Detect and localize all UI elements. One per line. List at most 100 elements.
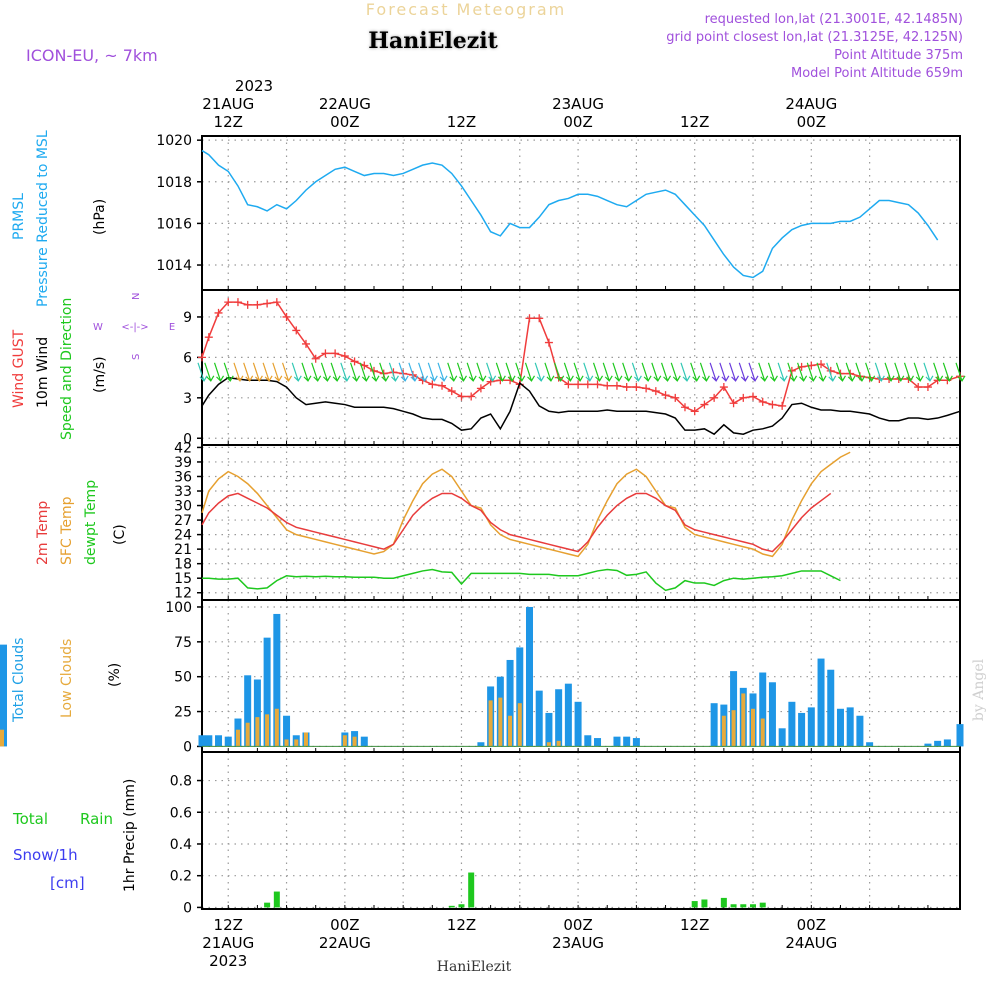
wind-arrow	[894, 362, 905, 382]
bar	[545, 712, 553, 747]
bar	[574, 701, 582, 747]
wind-arrow	[505, 362, 516, 382]
bar	[342, 735, 347, 747]
gust-marker	[739, 393, 748, 402]
wind-arrow	[787, 362, 798, 382]
bar	[245, 722, 250, 747]
y-tick-label: 15	[174, 571, 192, 587]
y-tick-label: 25	[174, 705, 192, 721]
bar	[198, 735, 206, 747]
y-tick-label: 12	[174, 586, 192, 602]
bar	[632, 738, 640, 747]
y-tick-label: 3	[183, 391, 192, 407]
wind-arrow	[359, 362, 370, 382]
wind-arrow	[690, 362, 701, 382]
precip-labels: Total Rain Snow/1h [cm] 1hr Precip (mm)	[12, 779, 138, 892]
snow-label: Snow/1h	[13, 846, 78, 864]
wind-arrow	[777, 362, 788, 382]
bar	[730, 671, 738, 747]
wind-arrow	[350, 362, 361, 382]
wind-arrow	[835, 362, 846, 382]
y-tick-label: 21	[174, 542, 192, 558]
wind-arrow	[738, 362, 749, 382]
y-tick-label: 50	[174, 670, 192, 686]
y-tick-label: 0	[183, 739, 192, 755]
wind-arrow	[933, 362, 944, 382]
wind-arrow	[369, 362, 380, 382]
bottom-hour-label: 00Z	[797, 916, 826, 934]
gust-marker	[622, 383, 631, 392]
gust-marker	[642, 384, 651, 393]
bar	[943, 739, 951, 747]
wind-arrow	[544, 362, 555, 382]
location-title: HaniElezit	[368, 28, 498, 54]
wind-arrow	[573, 362, 584, 382]
bar	[759, 672, 767, 747]
gust-marker	[301, 339, 310, 348]
bar	[555, 689, 563, 747]
gust-marker	[321, 349, 330, 358]
top-day-label: 24AUG	[785, 95, 837, 113]
bottom-hour-label: 00Z	[330, 916, 359, 934]
wind-arrow	[748, 362, 759, 382]
bar	[0, 644, 7, 747]
panel-frame	[201, 751, 961, 910]
y-tick-label: 36	[174, 469, 192, 485]
wind-arrow	[291, 362, 302, 382]
wind-arrow	[330, 362, 341, 382]
gust-marker	[671, 393, 680, 402]
bar	[846, 707, 854, 747]
panel-frame	[201, 135, 961, 291]
series-line	[201, 492, 832, 553]
bar	[516, 647, 524, 747]
bar	[274, 708, 279, 747]
gust-marker	[817, 360, 826, 369]
bar	[594, 738, 602, 747]
bar	[827, 669, 835, 747]
bar	[956, 724, 964, 747]
gust-marker	[700, 400, 709, 409]
y-tick-label: 1018	[156, 175, 192, 191]
bar	[265, 714, 270, 747]
gust-marker	[632, 383, 641, 392]
gust-marker	[476, 384, 485, 393]
bar	[817, 658, 825, 747]
hpa-label: (hPa)	[92, 199, 108, 235]
wind-arrow	[223, 362, 234, 382]
bar	[273, 613, 281, 747]
wind-arrow	[476, 362, 487, 382]
y-tick-label: 9	[183, 310, 192, 326]
bar	[235, 729, 240, 747]
bar	[215, 735, 223, 747]
wind-arrow	[758, 362, 769, 382]
series-line	[201, 451, 851, 558]
bar	[303, 732, 308, 747]
wind-arrow	[281, 362, 293, 382]
panel-0: 1014 1016 1018 1020	[156, 133, 961, 291]
wind-arrow	[233, 362, 244, 382]
wind-arrow	[243, 362, 254, 382]
gust-marker	[710, 393, 719, 402]
top-year-label: 2023	[235, 77, 273, 95]
bar	[788, 701, 796, 747]
gust-marker	[204, 333, 213, 342]
bar	[720, 897, 727, 908]
bar	[701, 899, 708, 908]
sfc-label: SFC Temp	[59, 496, 75, 565]
y-tick-label: 1020	[156, 133, 192, 149]
gust-marker	[583, 380, 592, 389]
wind-arrow	[524, 362, 536, 382]
wind-arrow	[592, 362, 604, 382]
gust-marker	[603, 381, 612, 390]
bar	[294, 739, 299, 747]
wind-arrow	[806, 362, 817, 382]
gust-marker	[292, 326, 301, 335]
low-clouds-label: Low Clouds	[59, 639, 75, 718]
chart-panels: 1014101610181020036912151821242730333639…	[0, 133, 966, 916]
gust-marker	[467, 392, 476, 401]
compass-e: E	[169, 322, 175, 333]
wind-arrow	[884, 362, 895, 382]
gust-marker	[214, 308, 223, 317]
wind-arrow	[797, 362, 808, 382]
